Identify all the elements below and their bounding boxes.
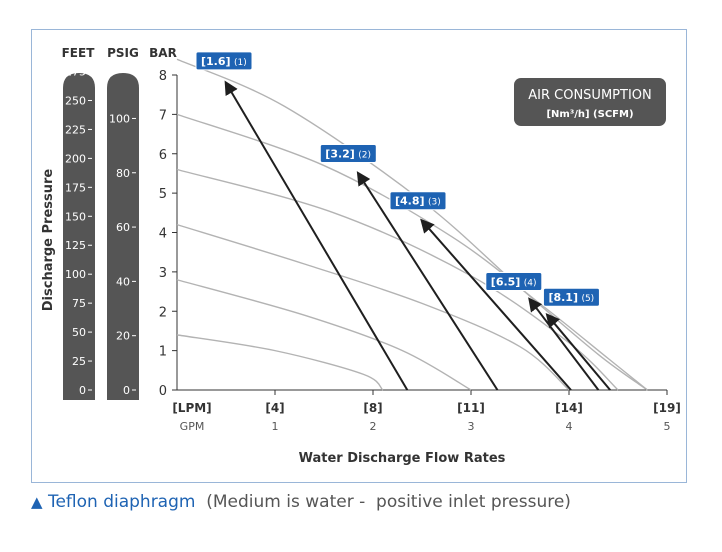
x-tick-gpm-label: 1 [272,420,279,433]
performance-line [420,218,572,391]
y-tick-label: 3 [159,266,167,281]
air-consumption-tag-value: [6.5] [491,275,521,288]
x-tick-lpm-label: [4] [265,401,284,415]
air-consumption-curve [176,58,648,391]
performance-line [528,297,600,391]
air-consumption-tag-value: [4.8] [395,195,425,208]
legend-title: AIR CONSUMPTION [528,88,651,103]
feet-tick-label: 125 [65,239,86,252]
feet-tick-label: 150 [65,210,86,223]
air-consumption-curve [176,113,648,391]
air-consumption-tag-value: [1.6] [201,55,231,68]
feet-scale-pill [63,73,95,400]
psig-tick-label: 20 [116,330,130,343]
chart-frame: FEET PSIG BAR 275 250 225 200 175 150 125 100 75… [31,29,687,483]
feet-tick-label: 50 [72,326,86,339]
feet-tick-label: 0 [79,384,86,397]
air-consumption-tag-value: [3.2] [325,147,355,160]
air-consumption-tag-index: (5) [581,294,594,304]
air-consumption-curve [176,334,384,391]
air-consumption-tag [389,191,447,211]
x-tick-lpm-label: [14] [555,401,583,415]
psig-tick-label: 120 [109,58,130,71]
feet-tick-label: 175 [65,181,86,194]
unit-psig: PSIG [107,46,139,60]
performance-line [545,313,611,391]
unit-bar: BAR [149,46,177,60]
unit-feet: FEET [62,46,96,60]
air-consumption-curve [176,279,472,391]
y-tick-label: 2 [159,305,167,320]
x-tick-gpm-label: 5 [664,420,671,433]
air-consumption-tag-index: (2) [358,150,371,160]
psig-tick-label: 60 [116,221,130,234]
psig-tick-label: 0 [123,384,130,397]
feet-tick-label: 200 [65,152,86,165]
feet-tick-label: 25 [72,355,86,368]
performance-line [224,80,409,391]
feet-tick-label: 225 [65,123,86,136]
air-consumption-tag [319,143,377,163]
performance-line [356,171,499,391]
y-axis-title: Discharge Pressure [41,169,56,312]
air-consumption-tag-index: (1) [234,58,247,68]
x-tick-gpm-label: 3 [468,420,475,433]
air-consumption-curve [176,223,570,391]
x-tick-lpm-label: [8] [363,401,382,415]
x-unit-lpm: [LPM] [172,401,211,415]
feet-tick-label: 250 [65,94,86,107]
y-tick-label: 8 [159,69,167,84]
y-tick-label: 5 [159,187,167,202]
x-tick-gpm-label: 2 [370,420,377,433]
y-tick-label: 0 [159,384,167,399]
air-consumption-tag-index: (4) [524,278,537,288]
feet-tick-label: 275 [65,66,86,79]
feet-tick-label: 75 [72,297,86,310]
figure-caption: ▲ Teflon diaphragm (Medium is water - po… [31,492,571,512]
feet-tick-label: 100 [65,268,86,281]
y-tick-label: 1 [159,345,167,360]
air-consumption-tag-index: (3) [428,198,441,208]
x-tick-lpm-label: [11] [457,401,485,415]
y-tick-label: 4 [159,227,167,242]
triangle-icon: ▲ [31,493,43,511]
air-consumption-tag [485,271,543,291]
air-consumption-tag-value: [8.1] [548,291,578,304]
caption-rest: (Medium is water - positive inlet pressu… [195,492,571,512]
x-axis-title: Water Discharge Flow Rates [299,451,506,466]
x-tick-gpm-label: 4 [566,420,573,433]
x-tick-lpm-label: [19] [653,401,681,415]
air-consumption-legend [514,78,666,126]
y-tick-label: 6 [159,148,167,163]
psig-tick-label: 80 [116,167,130,180]
air-consumption-tag [195,51,253,71]
legend-subtitle: [Nm³/h] (SCFM) [546,109,633,120]
psig-scale-pill [107,73,139,400]
psig-tick-label: 100 [109,112,130,125]
air-consumption-tag [542,287,600,307]
y-tick-label: 7 [159,108,167,123]
x-unit-gpm: GPM [180,420,205,433]
caption-highlight: Teflon diaphragm [47,492,196,512]
pump-performance-chart: FEET PSIG BAR 27525022520017515012510075… [41,46,681,466]
psig-tick-label: 40 [116,275,130,288]
